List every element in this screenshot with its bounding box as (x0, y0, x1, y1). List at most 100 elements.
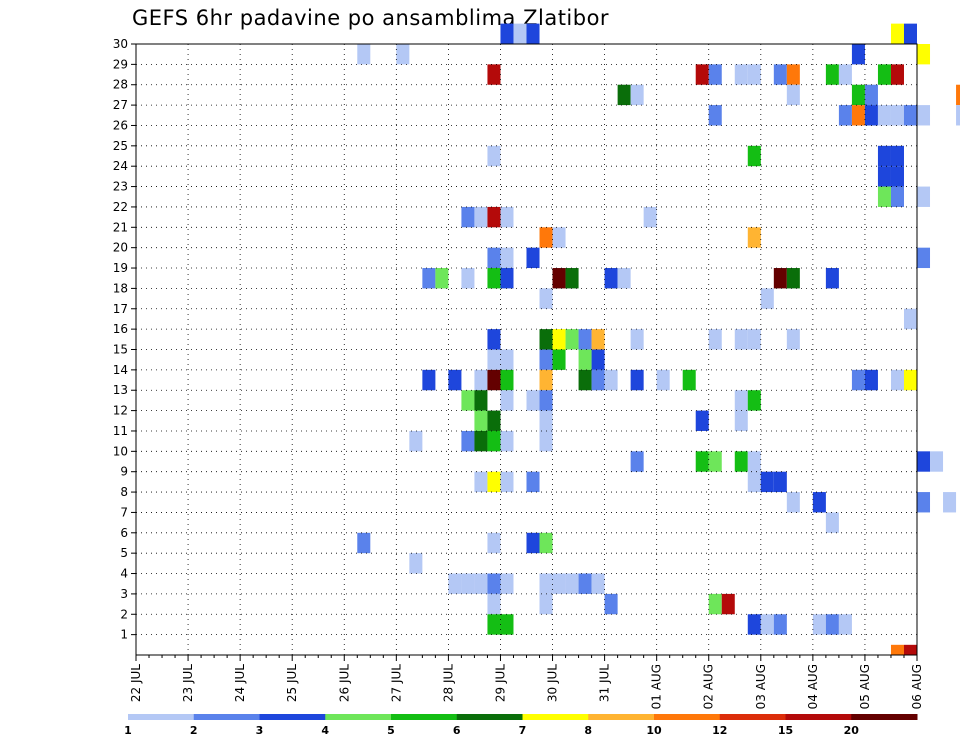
heatmap-cell (708, 451, 722, 472)
heatmap-cell (461, 268, 475, 289)
heatmap-cell (539, 369, 553, 391)
heatmap-cell (578, 349, 592, 370)
heatmap-cell (890, 64, 904, 85)
heatmap-cell (747, 451, 761, 472)
legend-label: 2 (190, 724, 198, 737)
heatmap-cell (734, 329, 748, 350)
y-tick-label: 16 (113, 322, 128, 336)
heatmap-cell (877, 186, 891, 207)
heatmap-cell (917, 44, 931, 65)
heatmap-cell (812, 614, 826, 635)
heatmap-cell (630, 369, 644, 391)
heatmap-cell (500, 23, 514, 44)
heatmap-cell (409, 553, 423, 574)
heatmap-cell (500, 471, 514, 493)
heatmap-cell (721, 593, 735, 615)
heatmap-cell (825, 512, 839, 533)
heatmap-cell (903, 23, 917, 44)
heatmap-cell (903, 369, 917, 391)
heatmap-cell (552, 329, 566, 350)
heatmap-cell (461, 390, 475, 411)
heatmap-cell (474, 390, 488, 411)
heatmap-cell (890, 166, 904, 187)
heatmap-cell (539, 430, 553, 452)
heatmap-cell (643, 206, 657, 228)
heatmap-cell (838, 105, 852, 126)
legend-label: 15 (778, 724, 793, 737)
x-axis: 22 JUL 23 JUL 24 JUL 25 JUL 26 JUL 27 JUL 28 J… (129, 655, 924, 709)
heatmap-cell (617, 268, 631, 289)
heatmap-cell (474, 206, 488, 228)
heatmap-cell (487, 329, 501, 350)
heatmap-cell (773, 268, 787, 289)
heatmap-cell (877, 145, 891, 167)
heatmap-cell (500, 430, 514, 452)
heatmap-cell (825, 614, 839, 635)
heatmap-cell (917, 247, 931, 269)
x-tick-label: 05 AUG (858, 664, 872, 709)
y-tick-label: 4 (120, 567, 128, 581)
heatmap-cell (422, 268, 436, 289)
x-tick-label: 31 JUL (598, 664, 612, 702)
heatmap-cell (487, 349, 501, 370)
heatmap-cell (917, 492, 931, 513)
y-tick-label: 24 (113, 159, 128, 173)
heatmap-cell (487, 369, 501, 391)
heatmap-cell (357, 532, 371, 554)
heatmap-cell (630, 329, 644, 350)
heatmap-cell (773, 614, 787, 635)
legend-label: 10 (646, 724, 662, 737)
heatmap-cell (890, 145, 904, 167)
heatmap-cell (539, 349, 553, 370)
heatmap-cell (773, 471, 787, 493)
y-tick-label: 6 (120, 526, 128, 540)
heatmap-cell (864, 84, 878, 106)
y-tick-label: 17 (113, 302, 128, 316)
heatmap-cell (591, 369, 605, 391)
y-tick-label: 1 (120, 628, 128, 642)
heatmap-cell (695, 451, 709, 472)
heatmap-cell (578, 329, 592, 350)
heatmap-cell (591, 349, 605, 370)
legend-label: 7 (519, 724, 527, 737)
legend-label: 8 (584, 724, 592, 737)
heatmap-cell (487, 64, 501, 85)
heatmap-cell (422, 369, 436, 391)
x-tick-label: 28 JUL (441, 664, 455, 702)
y-tick-label: 30 (113, 37, 128, 51)
y-tick-label: 12 (113, 404, 128, 418)
heatmap-cell (578, 369, 592, 391)
heatmap-cell (760, 471, 774, 493)
heatmap-cell (773, 64, 787, 85)
y-tick-label: 5 (120, 546, 128, 560)
heatmap-cell (565, 573, 579, 594)
cells-layer (357, 23, 960, 655)
heatmap-cell (851, 84, 865, 106)
heatmap-cell (734, 390, 748, 411)
heatmap-cell (448, 369, 462, 391)
heatmap-cell (487, 593, 501, 615)
heatmap-cell (747, 390, 761, 411)
heatmap-cell (786, 64, 800, 85)
heatmap-cell (956, 105, 960, 126)
legend-label: 5 (387, 724, 395, 737)
legend-swatch (719, 714, 786, 720)
legend-swatch (128, 714, 195, 720)
heatmap-cell (539, 573, 553, 594)
legend-swatch (851, 714, 918, 720)
heatmap-cell (877, 166, 891, 187)
heatmap-cell (851, 369, 865, 391)
legend-swatch (654, 714, 721, 720)
heatmap-cell (565, 268, 579, 289)
y-tick-label: 9 (120, 465, 128, 479)
heatmap-cell (526, 247, 540, 269)
heatmap-cell (539, 227, 553, 248)
heatmap-cell (943, 492, 957, 513)
y-tick-label: 27 (113, 98, 128, 112)
heatmap-cell (552, 268, 566, 289)
heatmap-cell (930, 451, 944, 472)
heatmap-cell (487, 430, 501, 452)
heatmap-cell (487, 532, 501, 554)
heatmap-cell (864, 105, 878, 126)
